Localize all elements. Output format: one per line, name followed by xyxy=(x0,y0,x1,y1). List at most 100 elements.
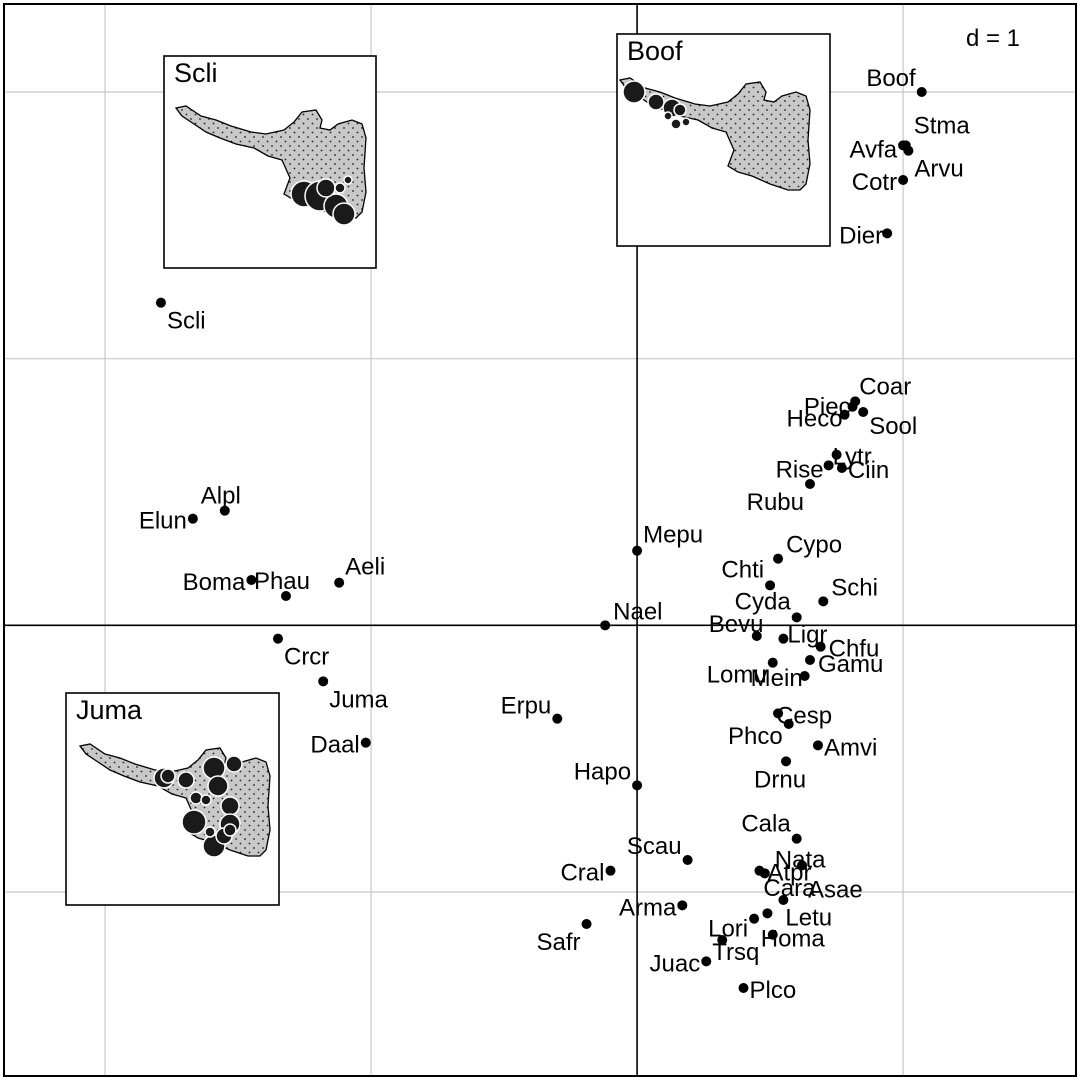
label-alpl: Alpl xyxy=(201,483,241,510)
point-juma xyxy=(318,676,329,687)
abundance-circle xyxy=(225,755,243,773)
label-boma: Boma xyxy=(183,569,246,596)
label-cara: Cara xyxy=(763,875,816,902)
abundance-circle xyxy=(622,80,646,104)
label-homa: Homa xyxy=(761,926,826,953)
abundance-circle xyxy=(189,791,203,805)
point-bevu xyxy=(751,631,762,641)
abundance-circle xyxy=(220,796,240,816)
label-rubu: Rubu xyxy=(747,489,804,516)
label-stma: Stma xyxy=(914,112,971,139)
label-boof: Boof xyxy=(866,65,916,92)
point-juac xyxy=(701,956,712,967)
label-hapo: Hapo xyxy=(574,758,631,785)
point-ciin xyxy=(836,463,847,473)
label-cyda: Cyda xyxy=(735,588,792,615)
point-ligr xyxy=(778,633,789,644)
label-nata: Nata xyxy=(775,846,826,873)
inset-title: Boof xyxy=(627,36,683,66)
abundance-circle xyxy=(332,202,356,226)
abundance-circle xyxy=(202,756,226,780)
label-bevu: Bevu xyxy=(709,611,764,638)
point-daal xyxy=(360,737,371,748)
point-trsq xyxy=(717,935,728,945)
point-arvu xyxy=(903,145,914,156)
abundance-circle xyxy=(343,175,353,185)
label-arma: Arma xyxy=(619,894,677,921)
point-cypo xyxy=(773,553,784,564)
point-rise xyxy=(823,460,834,471)
point-rubu xyxy=(804,479,815,489)
label-letu: Letu xyxy=(785,904,832,931)
point-erpu xyxy=(552,713,563,724)
abundance-circle xyxy=(670,118,682,130)
point-cesp xyxy=(773,708,784,719)
abundance-circle xyxy=(681,117,691,127)
label-mein: Mein xyxy=(751,665,803,692)
abundance-circle xyxy=(334,182,346,194)
point-alpl xyxy=(219,505,230,516)
map-insets: Scli Boof Juma xyxy=(65,33,831,906)
inset-title: Scli xyxy=(174,58,218,88)
label-aeli: Aeli xyxy=(345,554,385,581)
label-arvu: Arvu xyxy=(914,156,963,183)
point-lytr xyxy=(831,449,842,460)
label-piec: Piec xyxy=(804,394,851,421)
label-asae: Asae xyxy=(808,876,863,903)
abundance-circle xyxy=(160,768,176,784)
point-lori xyxy=(749,913,760,924)
label-plco: Plco xyxy=(749,977,796,1004)
label-atpr: Atpr xyxy=(767,860,811,887)
point-safr xyxy=(581,919,592,929)
label-cral: Cral xyxy=(560,860,604,887)
point-boof xyxy=(916,87,927,97)
abundance-circle xyxy=(316,178,336,198)
abundance-circle xyxy=(673,103,687,117)
point-hapo xyxy=(632,780,643,791)
inset-boof: Boof xyxy=(616,33,831,247)
label-avfa: Avfa xyxy=(850,136,898,163)
label-juac: Juac xyxy=(650,950,701,977)
label-cypo: Cypo xyxy=(786,532,842,559)
inset-juma: Juma xyxy=(65,692,280,906)
label-gamu: Gamu xyxy=(818,651,883,678)
label-chti: Chti xyxy=(721,556,764,583)
abundance-circle xyxy=(200,794,212,806)
label-nael: Nael xyxy=(613,598,662,625)
label-ligr: Ligr xyxy=(787,622,827,649)
abundance-circle xyxy=(207,775,229,797)
point-elun xyxy=(187,513,198,524)
label-scli: Scli xyxy=(167,308,206,335)
label-phau: Phau xyxy=(254,568,310,595)
label-lori: Lori xyxy=(708,916,748,943)
label-coar: Coar xyxy=(859,373,911,400)
label-amvi: Amvi xyxy=(824,734,877,761)
label-juma: Juma xyxy=(329,686,388,713)
point-cral xyxy=(605,865,616,876)
label-erpu: Erpu xyxy=(501,693,552,720)
point-cyda xyxy=(791,612,802,623)
abundance-circle xyxy=(647,93,665,111)
label-heco: Heco xyxy=(787,406,843,433)
point-phau xyxy=(280,591,291,601)
abundance-circle xyxy=(204,826,216,838)
point-arma xyxy=(677,900,688,911)
point-lomu xyxy=(767,657,778,668)
point-phco xyxy=(783,719,794,729)
label-schi: Schi xyxy=(831,574,878,601)
point-crcr xyxy=(272,633,283,644)
point-chfu xyxy=(815,641,826,652)
label-trsq: Trsq xyxy=(712,939,759,966)
point-cotr xyxy=(898,175,909,185)
inset-scli: Scli xyxy=(163,55,377,269)
plot-frame xyxy=(3,3,1077,1077)
label-cala: Cala xyxy=(741,811,791,838)
point-drnu xyxy=(781,756,792,767)
label-crcr: Crcr xyxy=(284,644,329,671)
label-cotr: Cotr xyxy=(852,169,897,196)
label-phco: Phco xyxy=(728,723,783,750)
point-nata xyxy=(759,868,770,879)
label-mepu: Mepu xyxy=(643,522,703,549)
point-letu xyxy=(762,908,773,919)
